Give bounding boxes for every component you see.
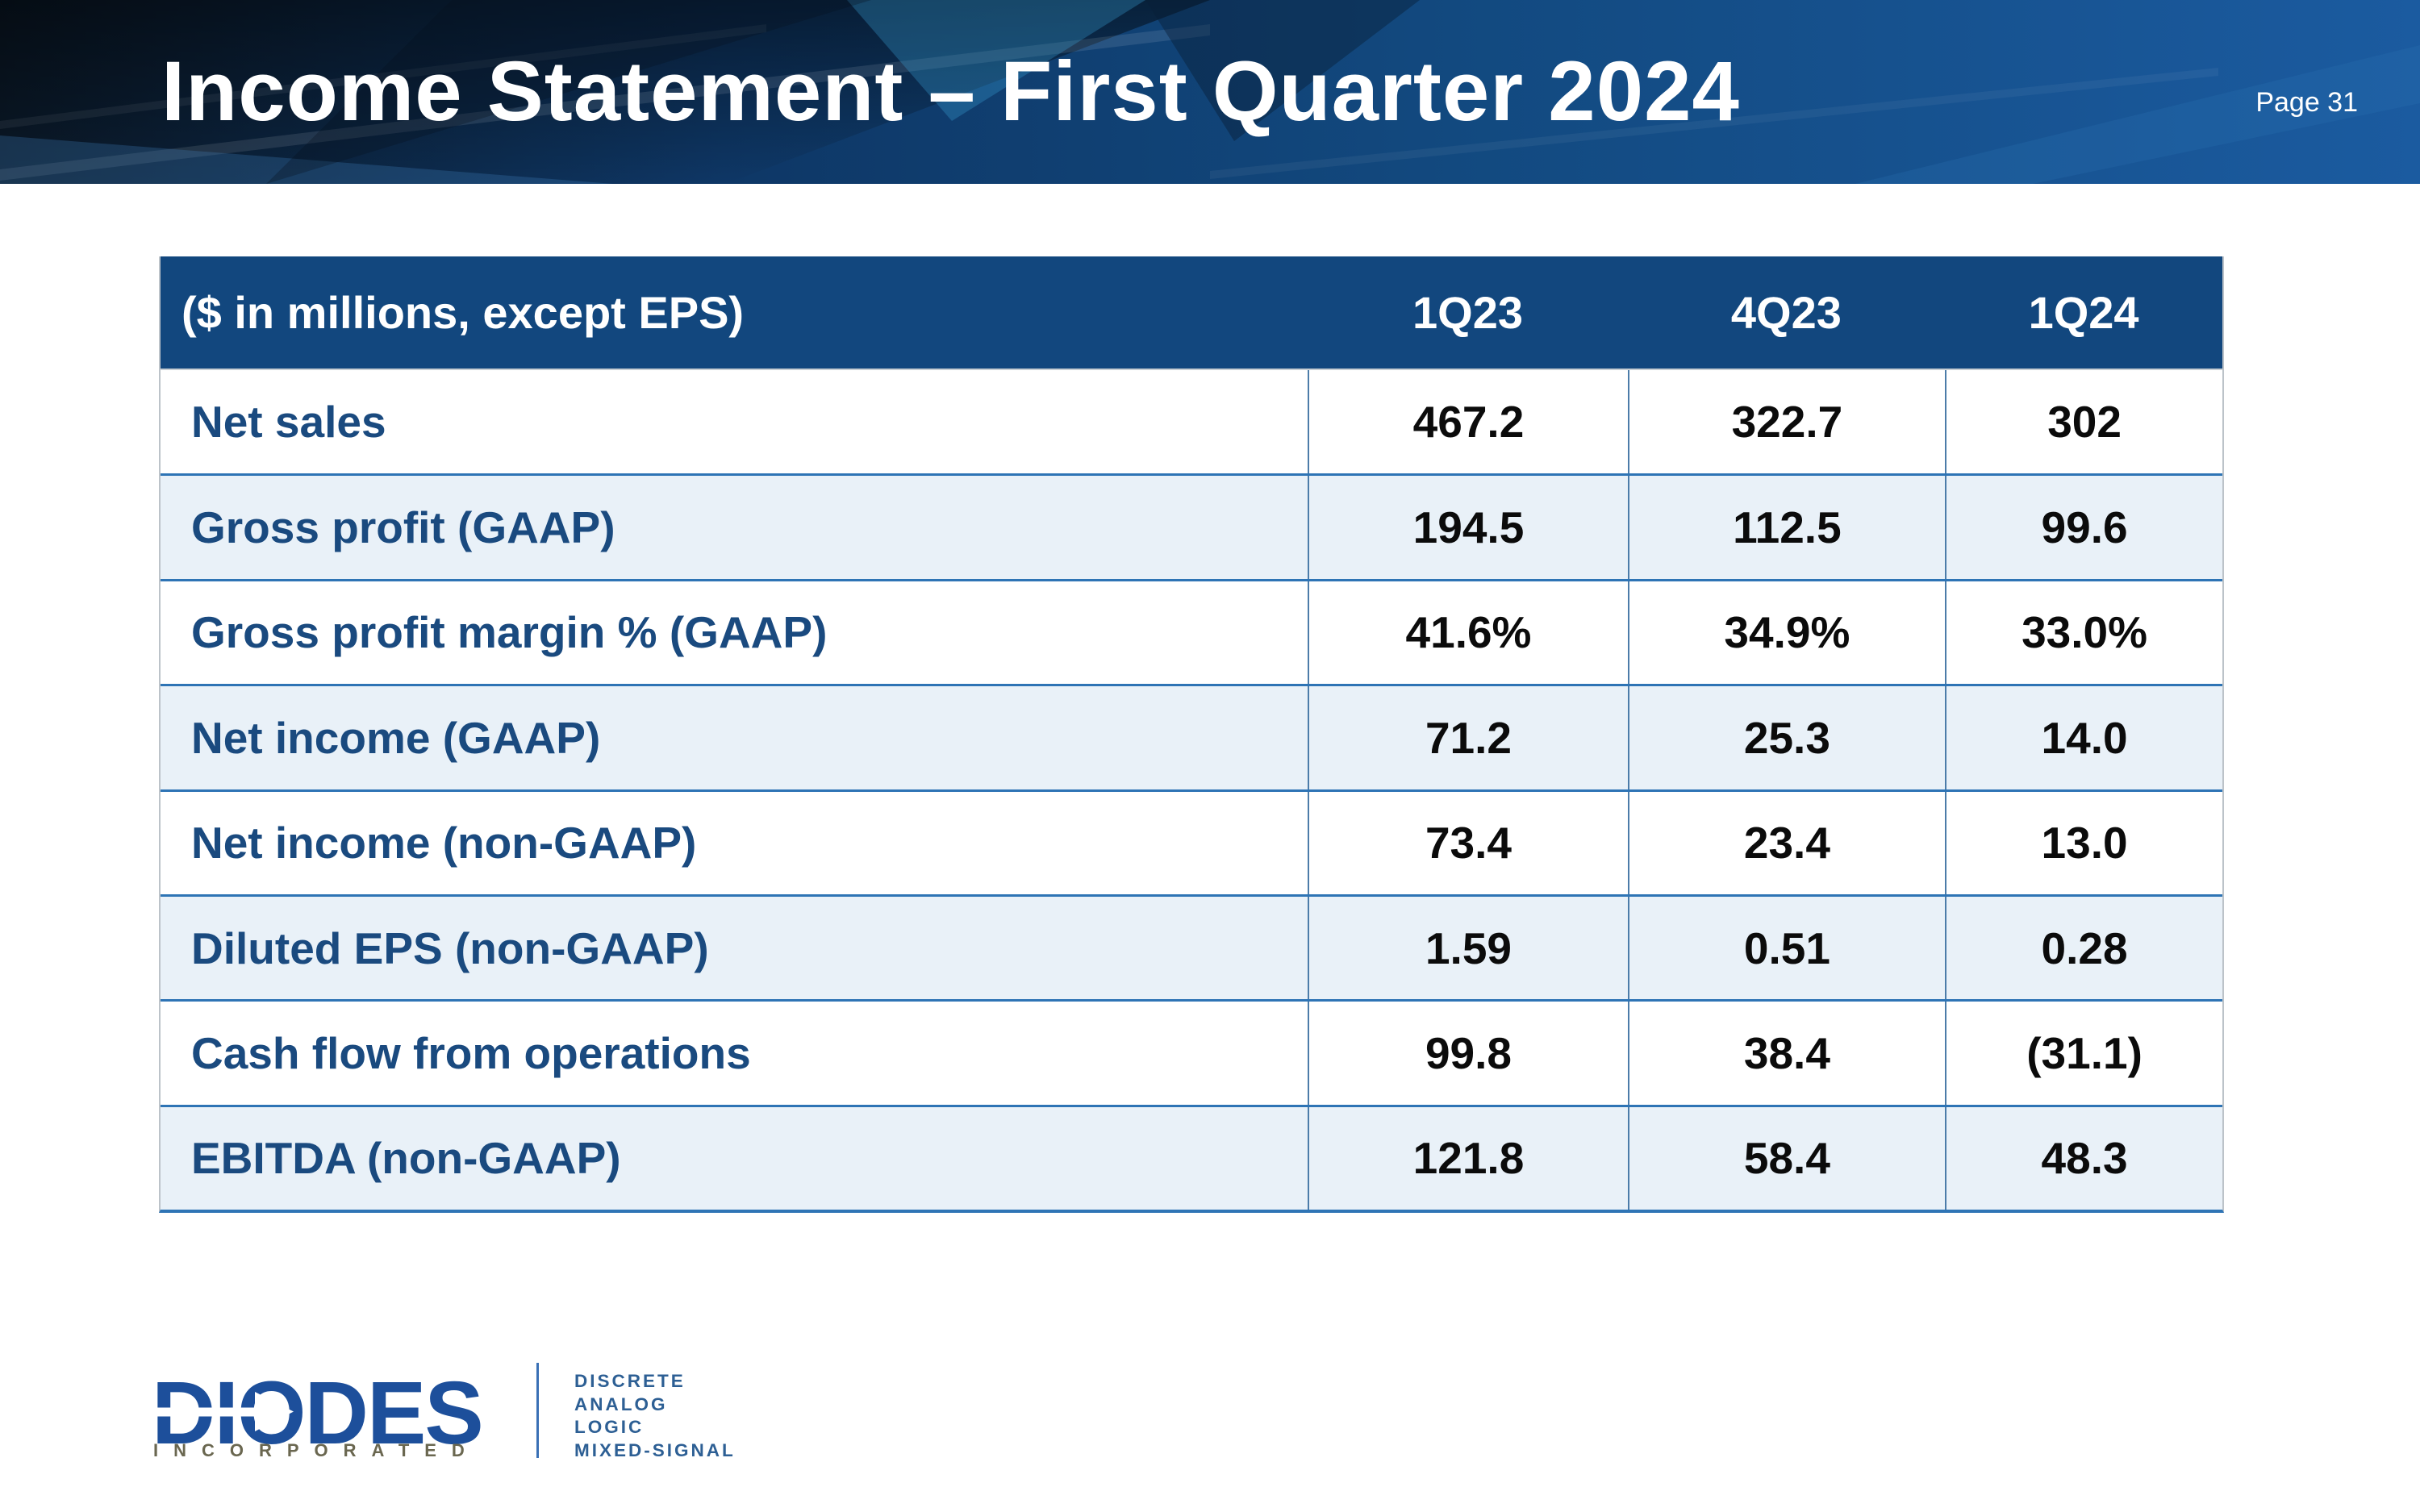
tagline-line: DISCRETE — [574, 1371, 686, 1391]
value-cell: 0.51 — [1627, 896, 1946, 1000]
value-cell: 99.8 — [1308, 1002, 1627, 1105]
header-banner: Income Statement – First Quarter 2024 Pa… — [0, 0, 2420, 184]
table-header-col-1q23: 1Q23 — [1412, 287, 1523, 338]
table-header-col-4q23: 4Q23 — [1730, 287, 1842, 338]
row-label-cell: Net sales — [191, 397, 386, 448]
value-cell: 194.5 — [1308, 476, 1627, 579]
table-row: Net income (non-GAAP) 73.4 23.4 13.0 — [161, 789, 2222, 894]
value-cell: 99.6 — [1945, 476, 2222, 579]
table-header-units-label: ($ in millions, except EPS) — [182, 287, 745, 338]
row-label-cell: Net income (GAAP) — [191, 712, 601, 763]
table-header-row: ($ in millions, except EPS) 1Q23 4Q23 1Q… — [161, 256, 2222, 369]
value-cell: 38.4 — [1627, 1002, 1946, 1105]
slide-title: Income Statement – First Quarter 2024 — [161, 44, 1740, 139]
table-row: Gross profit margin % (GAAP) 41.6% 34.9% 33… — [161, 578, 2222, 685]
row-label-cell: Net income (non-GAAP) — [191, 818, 697, 868]
value-cell: 13.0 — [1945, 791, 2222, 894]
row-label-cell: Cash flow from operations — [191, 1028, 751, 1079]
value-cell: 121.8 — [1308, 1106, 1627, 1210]
value-cell: 25.3 — [1627, 686, 1946, 789]
table-row: Diluted EPS (non-GAAP) 1.59 0.51 0.28 — [161, 893, 2222, 1000]
logo-divider — [536, 1363, 539, 1458]
table-row: EBITDA (non-GAAP) 121.8 58.4 48.3 — [161, 1104, 2222, 1210]
value-cell: 302 — [1945, 370, 2222, 474]
row-label-cell: EBITDA (non-GAAP) — [191, 1133, 621, 1184]
value-cell: (31.1) — [1945, 1002, 2222, 1105]
page-number: Page 31 — [2255, 87, 2358, 118]
logo-arrow-icon — [255, 1392, 294, 1431]
value-cell: 58.4 — [1627, 1106, 1946, 1210]
table-row: Net income (GAAP) 71.2 25.3 14.0 — [161, 684, 2222, 789]
logo-arrow-shaft — [152, 1407, 257, 1417]
value-cell: 322.7 — [1627, 370, 1946, 474]
table-row: Cash flow from operations 99.8 38.4 (31.1) — [161, 999, 2222, 1105]
tagline-line: LOGIC — [574, 1417, 645, 1437]
table-row: Net sales 467.2 322.7 302 — [161, 369, 2222, 474]
tagline-line: MIXED-SIGNAL — [574, 1439, 736, 1460]
row-label-cell: Gross profit margin % (GAAP) — [191, 607, 828, 658]
row-label-cell: Gross profit (GAAP) — [191, 502, 615, 553]
diodes-wordmark: DIODES — [152, 1369, 484, 1462]
logo-tagline: DISCRETE ANALOG LOGIC MIXED-SIGNAL — [574, 1370, 736, 1462]
logo-incorporated-label: INCORPORATED — [153, 1440, 480, 1460]
value-cell: 41.6% — [1308, 581, 1627, 685]
value-cell: 34.9% — [1627, 581, 1946, 685]
value-cell: 33.0% — [1945, 581, 2222, 685]
value-cell: 467.2 — [1308, 370, 1627, 474]
row-label-cell: Diluted EPS (non-GAAP) — [191, 923, 709, 973]
value-cell: 14.0 — [1945, 686, 2222, 789]
value-cell: 23.4 — [1627, 791, 1946, 894]
table-body: Net sales 467.2 322.7 302 Gross profit (GAAP… — [161, 369, 2222, 1210]
value-cell: 112.5 — [1627, 476, 1946, 579]
table-header-col-1q24: 1Q24 — [2028, 287, 2139, 338]
banner-art — [0, 0, 2420, 184]
value-cell: 71.2 — [1308, 686, 1627, 789]
value-cell: 0.28 — [1945, 896, 2222, 1000]
tagline-line: ANALOG — [574, 1393, 668, 1414]
income-statement-table: ($ in millions, except EPS) 1Q23 4Q23 1Q… — [159, 256, 2224, 1214]
diodes-logo: DIODES INCORPORATED DISCRETE ANALOG LOGIC M… — [152, 1363, 765, 1500]
table-row: Gross profit (GAAP) 194.5 112.5 99.6 — [161, 473, 2222, 579]
value-cell: 1.59 — [1308, 896, 1627, 1000]
value-cell: 73.4 — [1308, 791, 1627, 894]
value-cell: 48.3 — [1945, 1106, 2222, 1210]
